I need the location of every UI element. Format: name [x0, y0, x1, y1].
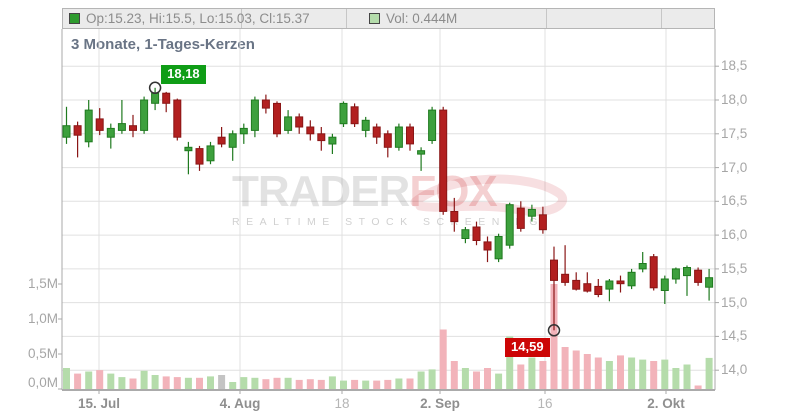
time-tick-label: 2. Sep	[420, 396, 460, 411]
volume-tick-label: 0,5M	[27, 346, 58, 361]
ohlc-swatch-icon	[69, 13, 80, 24]
time-tick-label: 16	[537, 396, 553, 411]
chart-surface[interactable]	[62, 29, 715, 390]
legend-divider	[346, 9, 347, 28]
time-tick-label: 4. Aug	[219, 396, 261, 411]
volume-tick-label: 1,0M	[27, 311, 58, 326]
price-tick-label: 16,5	[721, 193, 748, 209]
chart-title: 3 Monate, 1-Tages-Kerzen	[71, 36, 255, 53]
price-tick-label: 18,5	[721, 58, 748, 74]
price-tick-label: 14,0	[721, 362, 748, 378]
volume-tick-label: 0,0M	[27, 375, 58, 390]
price-tick-label: 15,0	[721, 294, 748, 310]
legend-bar: Op:15.23, Hi:15.5, Lo:15.03, Cl:15.37 Vo…	[62, 8, 715, 29]
price-tick-label: 18,0	[721, 92, 748, 107]
legend-entry-ohlc: Op:15.23, Hi:15.5, Lo:15.03, Cl:15.37	[69, 9, 310, 28]
price-tick-label: 17,0	[721, 159, 748, 175]
volume-tick-label: 1,5M	[27, 276, 58, 291]
legend-divider	[661, 9, 662, 28]
price-tick-label: 16,0	[721, 227, 748, 243]
price-tick-label: 17,5	[721, 125, 748, 141]
legend-divider	[546, 9, 547, 28]
low-price-badge: 14,59	[505, 338, 550, 358]
time-tick-label: 2. Okt	[647, 396, 685, 411]
legend-divider	[241, 9, 242, 28]
time-tick-label: 18	[334, 396, 350, 411]
price-tick-label: 15,5	[721, 260, 748, 276]
high-price-badge: 18,18	[161, 64, 206, 84]
volume-legend-text: Vol: 0.444M	[386, 11, 458, 26]
volume-swatch-icon	[369, 13, 380, 24]
price-tick-label: 14,5	[721, 328, 748, 344]
time-tick-label: 15. Jul	[77, 396, 121, 411]
ohlc-legend-text: Op:15.23, Hi:15.5, Lo:15.03, Cl:15.37	[86, 11, 310, 26]
legend-entry-volume: Vol: 0.444M	[369, 9, 457, 28]
